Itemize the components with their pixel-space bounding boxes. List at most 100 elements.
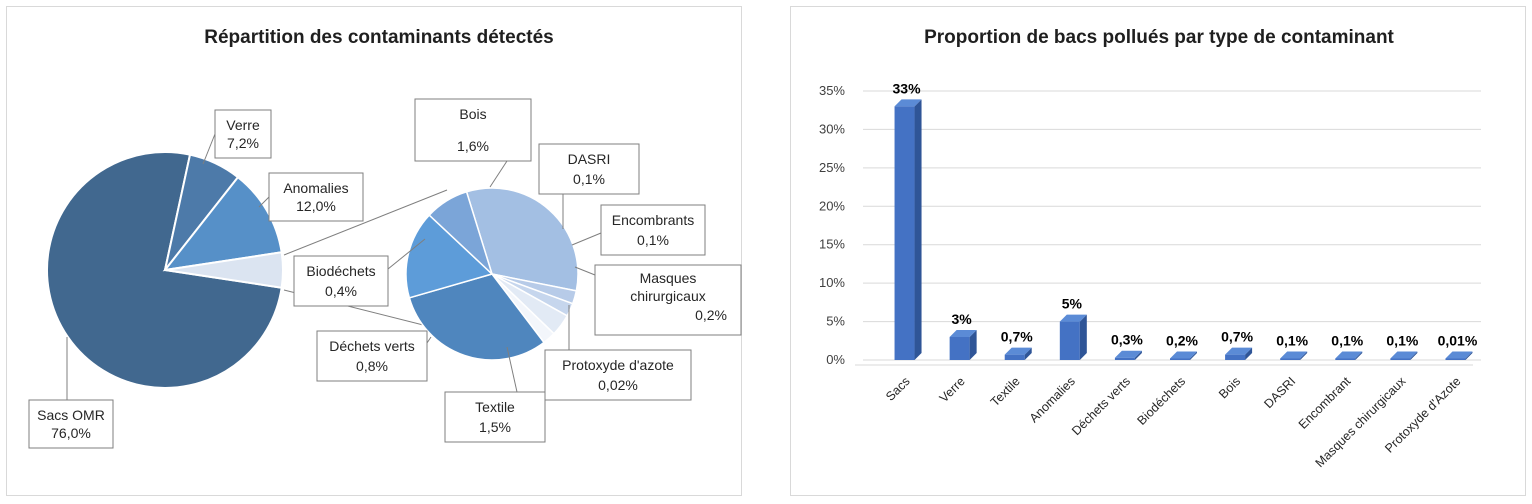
secondary-slice-dechets-verts: [405, 214, 494, 299]
bar-sacs: [894, 99, 922, 360]
label-encombrants: Encombrants 0,1%: [571, 204, 706, 256]
data-label-masques-chirurgicaux: 0,1%: [1386, 333, 1418, 349]
label-value: 0,8%: [356, 358, 388, 374]
leader-line: [426, 336, 432, 344]
data-label-dasri: 0,1%: [1276, 333, 1308, 349]
data-label-biodechets: 0,2%: [1166, 332, 1198, 348]
label-name: Sacs OMR: [37, 407, 105, 423]
label-verre: Verre 7,2%: [202, 109, 272, 165]
label-box: [268, 172, 364, 222]
label-textile: Textile 1,5%: [444, 346, 546, 443]
leader-line: [574, 266, 596, 276]
label-name: Verre: [226, 117, 260, 133]
x-tick-label-dasri: DASRI: [1261, 374, 1298, 411]
x-tick-label-masques-chirurgicaux: Masques chirurgicaux: [1313, 374, 1409, 470]
bar-dasri: [1280, 351, 1308, 360]
bar-biodechets: [1170, 351, 1197, 360]
label-value: 0,2%: [695, 307, 727, 323]
leader-line: [506, 346, 518, 393]
data-label-verre: 3%: [952, 311, 973, 327]
pie-chart: Répartition des contaminants détectés Sa…: [28, 27, 742, 449]
leader-line: [202, 133, 216, 165]
pie-labels: Sacs OMR 76,0% Verre 7,2% Anomalies 12,0% Bois…: [28, 98, 742, 449]
label-value: 0,02%: [598, 377, 638, 393]
x-tick-label-sacs: Sacs: [883, 374, 913, 404]
bar-chart-panel: Proportion de bacs pollués par type de c…: [790, 6, 1526, 496]
pie-chart-panel: Répartition des contaminants détectés Sa…: [6, 6, 742, 496]
x-tick-label-dechets-verts: Déchets verts: [1069, 374, 1133, 438]
bar-chart: Proportion de bacs pollués par type de c…: [819, 27, 1481, 470]
label-name: Déchets verts: [329, 338, 415, 354]
secondary-slice-biodechets: [428, 190, 494, 277]
label-anomalies: Anomalies 12,0%: [258, 172, 364, 222]
secondary-slice-bois: [465, 187, 579, 292]
label-name: DASRI: [568, 151, 611, 167]
bar-verre: [949, 329, 977, 360]
bar-dechets-verts: [1114, 350, 1142, 360]
x-tick-label-textile: Textile: [988, 374, 1023, 409]
leader-line: [387, 238, 426, 270]
label-name: Biodéchets: [306, 263, 375, 279]
label-box: [316, 330, 428, 382]
label-name: Anomalies: [283, 180, 348, 196]
data-label-protoxyde-d-azote: 0,01%: [1438, 333, 1478, 349]
y-tick-label: 15%: [819, 237, 845, 252]
bar-grid: 0% 5% 10% 15% 20% 25% 30% 35%: [819, 83, 1481, 367]
data-label-anomalies: 5%: [1062, 296, 1083, 312]
label-dasri: DASRI 0,1%: [538, 143, 640, 229]
slice-autres: [164, 251, 284, 289]
label-box: [544, 349, 692, 401]
bar-encombrant: [1335, 351, 1363, 360]
label-value: 0,1%: [637, 232, 669, 248]
x-tick-label-bois: Bois: [1216, 374, 1243, 401]
data-label-dechets-verts: 0,3%: [1111, 332, 1143, 348]
label-value: 1,5%: [479, 419, 511, 435]
main-pie: [46, 151, 284, 389]
label-masques-chirurgicaux: Masques chirurgicaux 0,2%: [574, 264, 742, 336]
label-value: 76,0%: [51, 425, 91, 441]
label-sacs-omr: Sacs OMR 76,0%: [28, 337, 114, 449]
label-bois: Bois 1,6%: [414, 98, 532, 188]
label-name: Encombrants: [612, 212, 694, 228]
leader-line: [489, 160, 508, 188]
y-tick-label: 20%: [819, 198, 845, 213]
x-tick-label-anomalies: Anomalies: [1027, 374, 1078, 425]
bar-masques-chirurgicaux: [1390, 351, 1418, 360]
bar-textile: [1004, 347, 1032, 360]
label-name: chirurgicaux: [630, 288, 705, 304]
slice-anomalies: [162, 175, 283, 272]
bar-chart-title: Proportion de bacs pollués par type de c…: [924, 27, 1394, 48]
bar-series: [894, 99, 1473, 360]
label-name: Masques: [640, 270, 697, 286]
connector-top: [283, 189, 448, 256]
label-name: Protoxyde d'azote: [562, 357, 674, 373]
label-value: 0,4%: [325, 283, 357, 299]
bar-data-labels: 33% 3% 0,7% 5% 0,3% 0,2% 0,7% 0,1% 0,1% 0,1% 0,01%: [893, 80, 1478, 348]
label-value: 12,0%: [296, 198, 336, 214]
y-tick-label: 35%: [819, 83, 845, 98]
label-value: 1,6%: [457, 138, 489, 154]
label-box: [538, 143, 640, 195]
data-label-bois: 0,7%: [1221, 329, 1253, 345]
x-tick-label-verre: Verre: [937, 374, 968, 405]
y-tick-label: 30%: [819, 121, 845, 136]
data-label-encombrant: 0,1%: [1331, 333, 1363, 349]
y-tick-label: 5%: [826, 314, 845, 329]
leader-line: [571, 232, 602, 246]
label-box: [414, 98, 532, 162]
label-dechets-verts: Déchets verts 0,8%: [316, 330, 432, 382]
bar-anomalies: [1059, 314, 1087, 360]
label-name: Bois: [459, 106, 486, 122]
label-box: [214, 109, 272, 159]
x-tick-label-biodechets: Biodéchets: [1134, 374, 1188, 428]
label-value: 0,1%: [573, 171, 605, 187]
label-box: [600, 204, 706, 256]
x-tick-label-encombrant: Encombrant: [1296, 374, 1354, 432]
label-box: [28, 399, 114, 449]
bar-protoxyde-d-azote: [1445, 351, 1473, 360]
label-box: [293, 255, 389, 307]
label-name: Textile: [475, 399, 515, 415]
secondary-pie: [405, 187, 579, 361]
secondary-slice-textile: [408, 273, 546, 361]
